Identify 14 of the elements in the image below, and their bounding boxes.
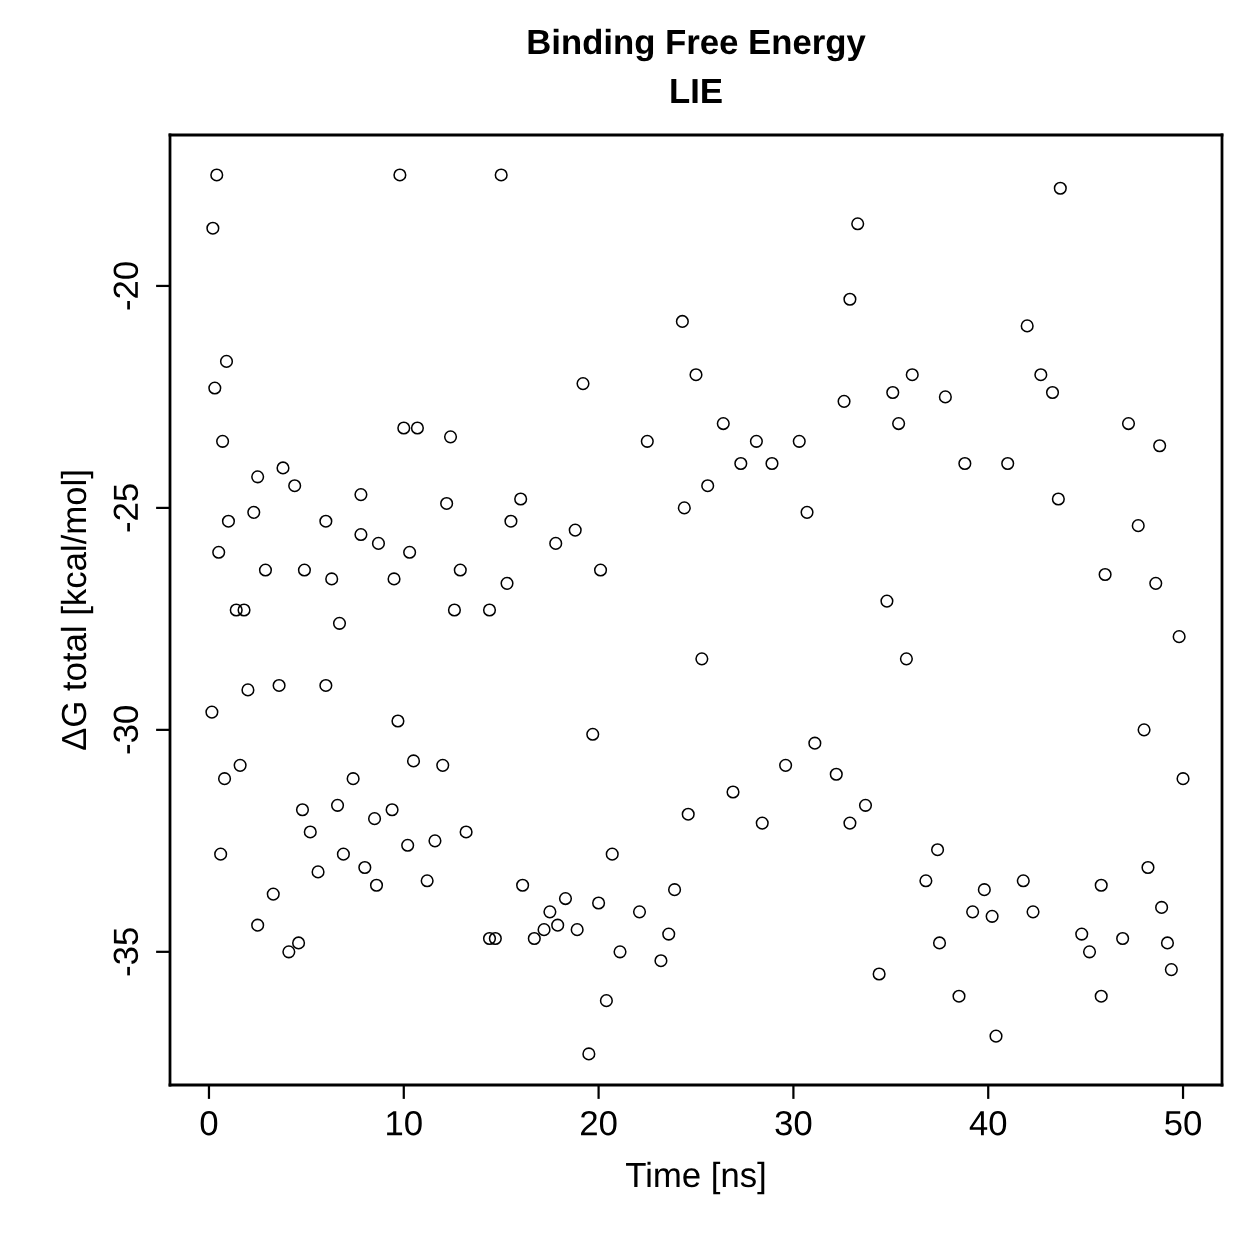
x-tick-label: 10 [387,1110,422,1136]
y-tick-label: -20 [113,262,139,310]
x-tick-label: 40 [969,1110,1007,1136]
x-tick-label: 50 [1165,1110,1201,1136]
chart-title: Binding Free Energy [528,28,866,62]
x-tick-label: 30 [775,1110,812,1136]
y-axis-title: ΔG total [kcal/mol] [60,471,94,750]
chart-subtitle: LIE [671,79,722,103]
x-axis-title: Time [ns] [626,1161,765,1195]
y-tick-label: -25 [113,484,139,532]
x-tick-label: 0 [200,1110,218,1136]
x-tick-label: 20 [581,1110,617,1136]
y-tick-label: -35 [113,928,139,976]
y-tick-label: -30 [113,706,139,754]
